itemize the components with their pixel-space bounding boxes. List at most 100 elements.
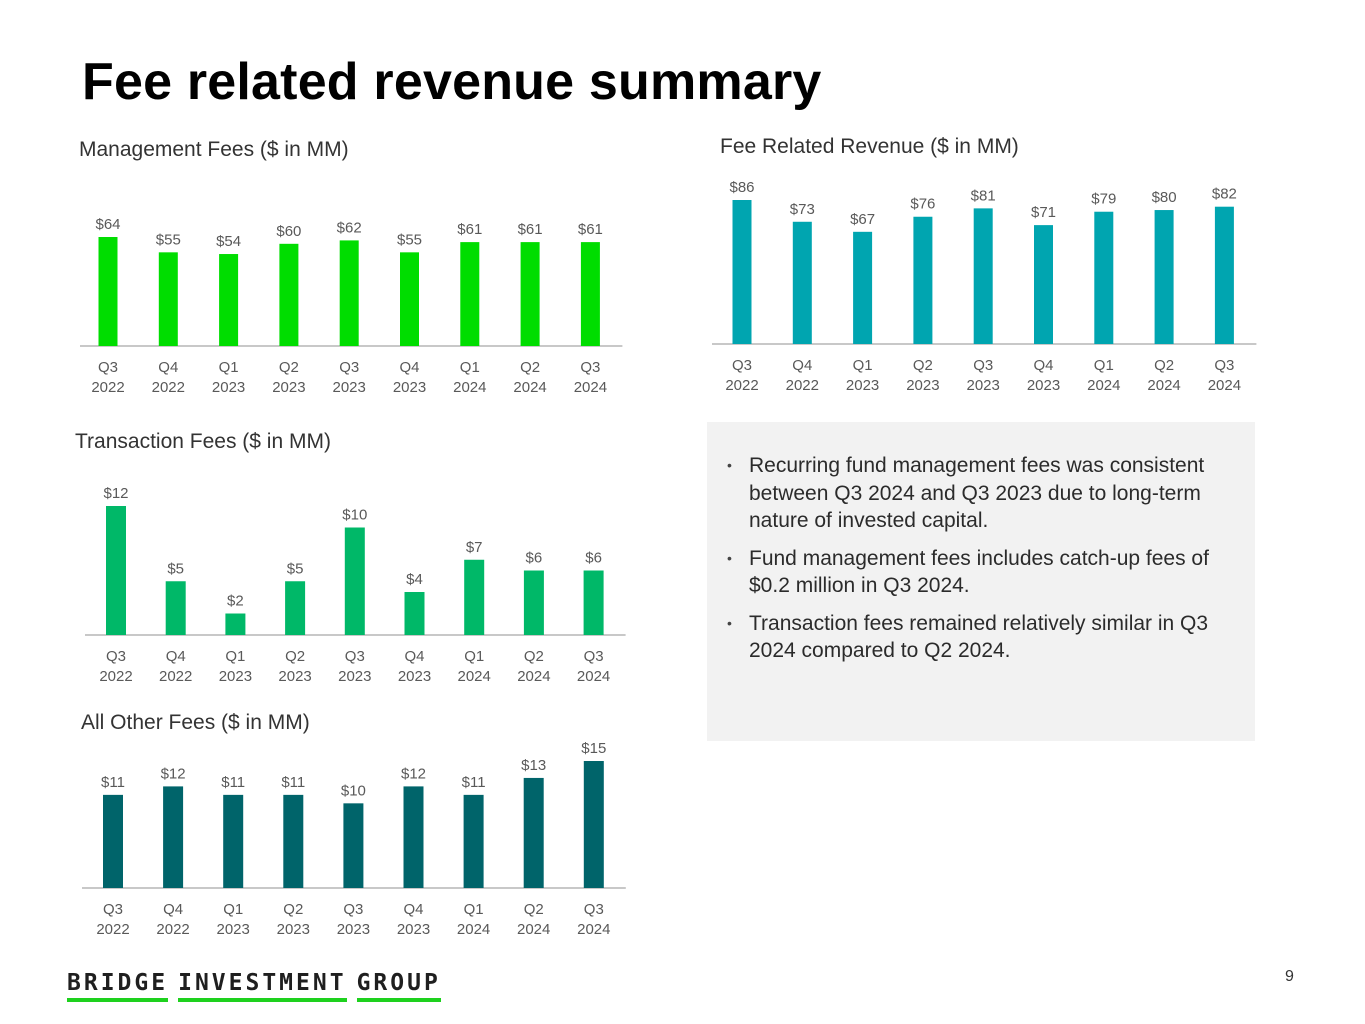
commentary-item: • Recurring fund management fees was cons… [727,452,1235,535]
x-tick-label: 2023 [278,668,311,685]
x-tick-label: 2022 [725,377,758,394]
x-tick-label: 2023 [846,377,879,394]
x-tick-label: Q3 [732,357,752,374]
x-tick-label: 2024 [1147,377,1180,394]
logo-word: BRIDGE [67,970,169,1002]
x-tick-label: Q1 [223,901,243,918]
x-tick-label: Q2 [1154,357,1174,374]
x-tick-label: Q1 [1094,357,1114,374]
logo-word: INVESTMENT [178,970,347,1002]
bar [520,242,540,346]
x-tick-label: 2024 [577,921,610,938]
data-label: $64 [95,216,120,233]
data-label: $62 [337,219,362,236]
x-tick-label: Q3 [584,901,604,918]
x-tick-label: 2023 [272,379,305,396]
bar [460,242,480,346]
x-tick-label: 2024 [1087,377,1120,394]
x-tick-label: Q4 [399,359,419,376]
data-label: $81 [971,187,996,204]
bar [792,221,812,344]
company-logo: BRIDGE INVESTMENT GROUP [67,970,441,1002]
management-fees-chart: $64 Q3 2022 $55 Q4 2022 $54 Q1 2023 $60 Q2 2023 $62 Q… [80,216,623,396]
data-label: $6 [526,550,543,567]
data-label: $12 [401,765,426,782]
page-title: Fee related revenue summary [82,53,822,111]
data-label: $76 [910,196,935,213]
bar [219,254,239,346]
x-tick-label: 2023 [219,668,252,685]
data-label: $11 [462,774,486,791]
x-tick-label: 2022 [152,379,185,396]
data-label: $10 [341,782,366,799]
x-tick-label: Q2 [524,648,544,665]
x-tick-label: Q2 [524,901,544,918]
bar [1154,210,1174,344]
bullet-icon: • [727,549,732,566]
bar [165,581,186,635]
x-tick-label: Q2 [285,648,305,665]
x-tick-label: Q4 [163,901,183,918]
commentary-list: • Recurring fund management fees was cons… [727,452,1235,665]
data-label: $5 [167,560,184,577]
bar [973,208,993,344]
x-tick-label: 2022 [159,668,192,685]
data-label: $2 [227,593,244,610]
data-label: $61 [518,221,543,238]
x-tick-label: 2024 [517,668,550,685]
data-label: $61 [578,221,603,238]
bar [464,559,485,635]
data-label: $7 [466,539,483,556]
bullet-icon: • [727,614,732,631]
bar [580,242,600,346]
bar [343,803,364,888]
x-tick-label: 2023 [217,921,250,938]
x-tick-label: Q3 [339,359,359,376]
commentary-text: Recurring fund management fees was consi… [749,454,1205,532]
data-label: $12 [161,765,186,782]
data-label: $11 [281,774,305,791]
x-tick-label: 2024 [517,921,550,938]
x-tick-label: 2023 [393,379,426,396]
x-tick-label: 2023 [398,668,431,685]
x-tick-label: 2022 [786,377,819,394]
x-tick-label: Q3 [106,648,126,665]
bar [106,506,126,635]
x-tick-label: Q3 [343,901,363,918]
bar [283,794,304,888]
commentary-box: • Recurring fund management fees was cons… [707,422,1255,741]
x-tick-label: 2023 [906,377,939,394]
x-tick-label: Q1 [464,648,484,665]
x-tick-label: 2024 [457,921,490,938]
x-tick-label: Q1 [460,359,480,376]
data-label: $12 [103,485,128,502]
data-label: $5 [287,560,304,577]
commentary-text: Fund management fees includes catch-up f… [749,546,1209,598]
data-label: $79 [1091,191,1116,208]
bar [339,240,359,346]
data-label: $13 [521,757,546,774]
commentary-item: • Fund management fees includes catch-up … [727,545,1235,600]
data-label: $10 [342,507,367,524]
x-tick-label: 2023 [397,921,430,938]
bullet-icon: • [727,457,732,473]
fee-related-revenue-chart: $86 Q3 2022 $73 Q4 2022 $67 Q1 2023 $76 Q2 2023 $81 Q… [712,179,1257,394]
data-label: $73 [790,201,815,218]
x-tick-label: 2022 [96,921,129,938]
x-tick-label: 2023 [277,921,310,938]
data-label: $54 [216,233,241,250]
all-other-fees-title: All Other Fees ($ in MM) [81,711,310,734]
x-tick-label: 2023 [338,668,371,685]
x-tick-label: Q3 [103,901,123,918]
commentary-item: • Transaction fees remained relatively si… [727,610,1235,665]
x-tick-label: 2022 [91,379,124,396]
bar [285,581,306,635]
x-tick-label: Q2 [279,359,299,376]
bar [344,527,365,635]
data-label: $60 [276,223,301,240]
data-label: $86 [729,179,754,196]
data-label: $67 [850,211,875,228]
x-tick-label: 2024 [458,668,491,685]
data-label: $55 [397,231,422,248]
bar [1094,211,1114,344]
